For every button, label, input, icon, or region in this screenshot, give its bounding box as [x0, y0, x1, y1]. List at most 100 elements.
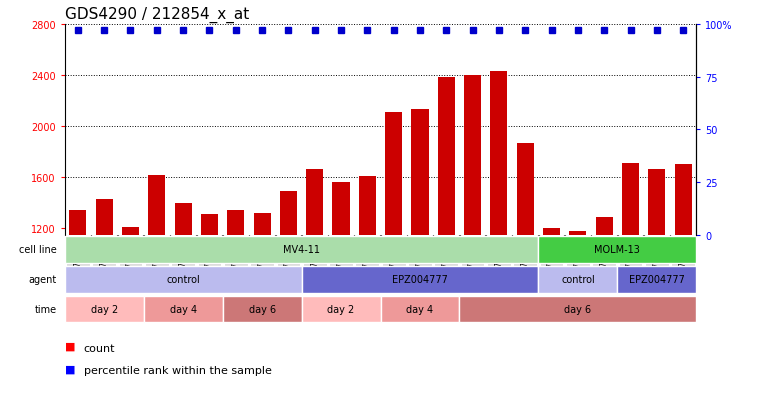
Text: day 6: day 6: [249, 304, 275, 314]
Text: control: control: [166, 275, 200, 285]
Text: GSM739159: GSM739159: [205, 237, 214, 283]
Text: GSM739158: GSM739158: [179, 237, 188, 283]
FancyBboxPatch shape: [145, 235, 169, 290]
Text: percentile rank within the sample: percentile rank within the sample: [84, 366, 272, 375]
Text: GSM739170: GSM739170: [573, 237, 582, 283]
FancyBboxPatch shape: [301, 266, 539, 293]
FancyBboxPatch shape: [460, 235, 485, 290]
FancyBboxPatch shape: [303, 235, 326, 290]
Text: agent: agent: [29, 275, 57, 285]
Text: EPZ004777: EPZ004777: [392, 275, 448, 285]
Bar: [280, 192, 297, 382]
Bar: [201, 215, 218, 382]
Text: GSM739150: GSM739150: [363, 237, 372, 283]
Text: day 2: day 2: [327, 304, 355, 314]
Bar: [464, 76, 481, 382]
Bar: [596, 217, 613, 382]
Text: count: count: [84, 343, 115, 353]
Bar: [148, 175, 165, 382]
Text: GSM739151: GSM739151: [73, 237, 82, 283]
Text: GSM739157: GSM739157: [152, 237, 161, 283]
Bar: [228, 211, 244, 382]
FancyBboxPatch shape: [408, 235, 431, 290]
FancyBboxPatch shape: [301, 296, 380, 323]
Text: GSM739149: GSM739149: [336, 237, 345, 283]
FancyBboxPatch shape: [65, 266, 301, 293]
FancyBboxPatch shape: [66, 235, 90, 290]
Text: GSM739161: GSM739161: [495, 237, 504, 283]
FancyBboxPatch shape: [514, 235, 537, 290]
Bar: [385, 113, 403, 382]
Text: MOLM-13: MOLM-13: [594, 245, 640, 255]
FancyBboxPatch shape: [144, 296, 223, 323]
Text: day 4: day 4: [406, 304, 434, 314]
Text: GSM739163: GSM739163: [231, 237, 240, 283]
FancyBboxPatch shape: [380, 296, 460, 323]
Bar: [543, 229, 560, 382]
FancyBboxPatch shape: [617, 266, 696, 293]
Text: GSM739165: GSM739165: [284, 237, 293, 283]
Bar: [412, 110, 428, 382]
Text: ■: ■: [65, 363, 75, 373]
Text: GSM739168: GSM739168: [679, 237, 688, 283]
Bar: [517, 143, 533, 382]
Bar: [253, 214, 271, 382]
FancyBboxPatch shape: [487, 235, 511, 290]
FancyBboxPatch shape: [171, 235, 195, 290]
Bar: [96, 199, 113, 382]
Bar: [358, 176, 376, 382]
Text: GSM739156: GSM739156: [442, 237, 451, 283]
FancyBboxPatch shape: [250, 235, 274, 290]
Text: day 2: day 2: [91, 304, 118, 314]
Bar: [490, 72, 508, 382]
Text: GSM739153: GSM739153: [126, 237, 135, 283]
Text: GSM739166: GSM739166: [626, 237, 635, 283]
FancyBboxPatch shape: [224, 235, 247, 290]
Text: GSM739171: GSM739171: [600, 237, 609, 283]
Bar: [333, 183, 349, 382]
FancyBboxPatch shape: [355, 235, 379, 290]
Bar: [674, 165, 692, 382]
FancyBboxPatch shape: [539, 266, 617, 293]
Text: EPZ004777: EPZ004777: [629, 275, 685, 285]
Text: GSM739167: GSM739167: [652, 237, 661, 283]
Bar: [174, 203, 192, 382]
Bar: [122, 227, 139, 382]
Text: cell line: cell line: [19, 245, 57, 255]
Bar: [69, 211, 87, 382]
Text: day 4: day 4: [170, 304, 196, 314]
FancyBboxPatch shape: [671, 235, 695, 290]
Text: time: time: [35, 304, 57, 314]
FancyBboxPatch shape: [92, 235, 116, 290]
Text: GSM739152: GSM739152: [100, 237, 109, 283]
Text: GSM739160: GSM739160: [468, 237, 477, 283]
Text: GDS4290 / 212854_x_at: GDS4290 / 212854_x_at: [65, 7, 249, 24]
Text: MV4-11: MV4-11: [283, 245, 320, 255]
FancyBboxPatch shape: [592, 235, 616, 290]
Text: ■: ■: [65, 341, 75, 351]
FancyBboxPatch shape: [65, 237, 539, 263]
FancyBboxPatch shape: [435, 235, 458, 290]
FancyBboxPatch shape: [330, 235, 353, 290]
Text: GSM739164: GSM739164: [257, 237, 266, 283]
Bar: [438, 78, 455, 382]
FancyBboxPatch shape: [619, 235, 642, 290]
Text: GSM739154: GSM739154: [389, 237, 398, 283]
Text: GSM739148: GSM739148: [310, 237, 319, 283]
Text: GSM739169: GSM739169: [547, 237, 556, 283]
Bar: [569, 231, 587, 382]
FancyBboxPatch shape: [566, 235, 590, 290]
Text: GSM739162: GSM739162: [521, 237, 530, 283]
FancyBboxPatch shape: [382, 235, 406, 290]
Bar: [648, 170, 665, 382]
FancyBboxPatch shape: [539, 237, 696, 263]
FancyBboxPatch shape: [65, 296, 144, 323]
FancyBboxPatch shape: [198, 235, 221, 290]
FancyBboxPatch shape: [276, 235, 301, 290]
Text: GSM739155: GSM739155: [416, 237, 425, 283]
FancyBboxPatch shape: [223, 296, 301, 323]
Text: control: control: [561, 275, 595, 285]
FancyBboxPatch shape: [119, 235, 142, 290]
FancyBboxPatch shape: [645, 235, 669, 290]
FancyBboxPatch shape: [460, 296, 696, 323]
